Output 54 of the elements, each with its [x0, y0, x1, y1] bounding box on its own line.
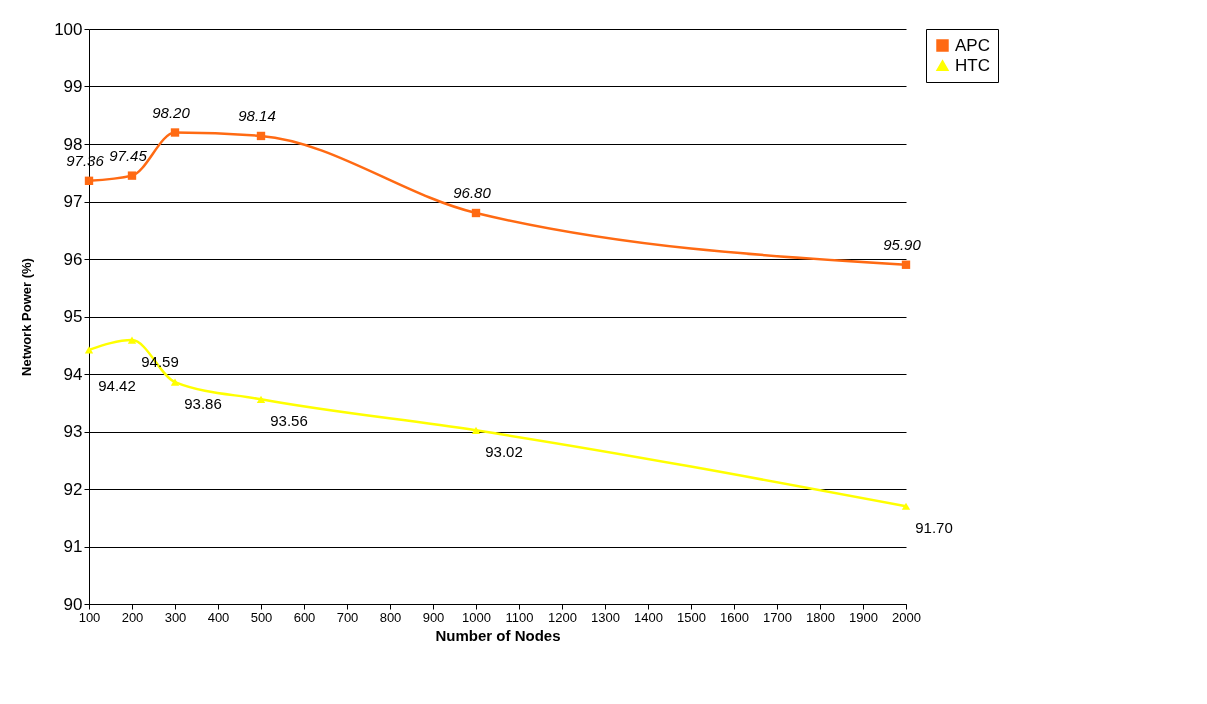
- y-tick-label: 93: [63, 422, 83, 441]
- x-tick-label: 1600: [720, 609, 749, 625]
- y-tick-label: 92: [63, 479, 83, 499]
- x-tick-label: 900: [422, 609, 445, 625]
- x-tick-label: 1000: [462, 609, 491, 625]
- x-tick-label: 700: [336, 609, 359, 625]
- data-label: 98.14: [238, 106, 276, 124]
- x-axis-title: Number of Nodes: [435, 626, 561, 644]
- data-label: 95.90: [883, 235, 922, 253]
- legend-label: APC: [955, 35, 990, 55]
- x-tick-label: 1300: [591, 609, 620, 625]
- x-tick-label: 1900: [849, 609, 878, 625]
- point: [471, 426, 481, 434]
- x-tick-label: 400: [207, 609, 230, 625]
- x-tick-label: 1100: [505, 609, 534, 625]
- data-label: 94.42: [98, 376, 136, 394]
- point: [256, 395, 266, 403]
- data-label: 96.80: [453, 184, 492, 201]
- point: [901, 260, 911, 269]
- x-tick-label: 500: [250, 609, 273, 625]
- y-tick-label: 97: [63, 192, 83, 211]
- x-tick-label: 600: [293, 609, 316, 625]
- x-tick-label: 200: [121, 609, 144, 625]
- y-axis-title: Network Power (%): [19, 258, 35, 376]
- x-tick-label: 300: [164, 609, 187, 625]
- y-tick-label: 94: [63, 364, 83, 384]
- x-tick-label: 1500: [677, 609, 706, 625]
- x-tick-label: 1400: [634, 609, 663, 625]
- y-tick-label: 96: [63, 249, 83, 269]
- legend-label: HTC: [955, 55, 990, 75]
- y-tick-label: 95: [63, 307, 83, 326]
- data-label: 98.20: [152, 103, 191, 121]
- point: [127, 336, 137, 344]
- point: [170, 128, 180, 137]
- y-tick-label: 98: [63, 134, 83, 154]
- x-tick-label: 2000: [892, 609, 921, 625]
- point: [127, 171, 137, 180]
- x-tick-label: 1800: [806, 609, 835, 625]
- data-label: 93.02: [485, 443, 523, 461]
- point: [256, 131, 266, 141]
- y-tick-label: 99: [63, 77, 83, 96]
- data-label: 93.86: [184, 395, 222, 413]
- y-tick-label: 100: [54, 19, 83, 39]
- point: [84, 176, 94, 185]
- data-label: 93.56: [270, 412, 308, 430]
- y-tick-label: 91: [63, 537, 83, 556]
- point: [901, 502, 911, 510]
- point: [471, 208, 481, 218]
- point: [170, 378, 180, 386]
- x-tick-label: 800: [379, 609, 402, 625]
- data-label: 91.70: [915, 519, 953, 537]
- data-label: 97.45: [109, 146, 148, 164]
- x-tick-label: 1200: [548, 609, 577, 625]
- x-tick-label: 1700: [763, 609, 792, 625]
